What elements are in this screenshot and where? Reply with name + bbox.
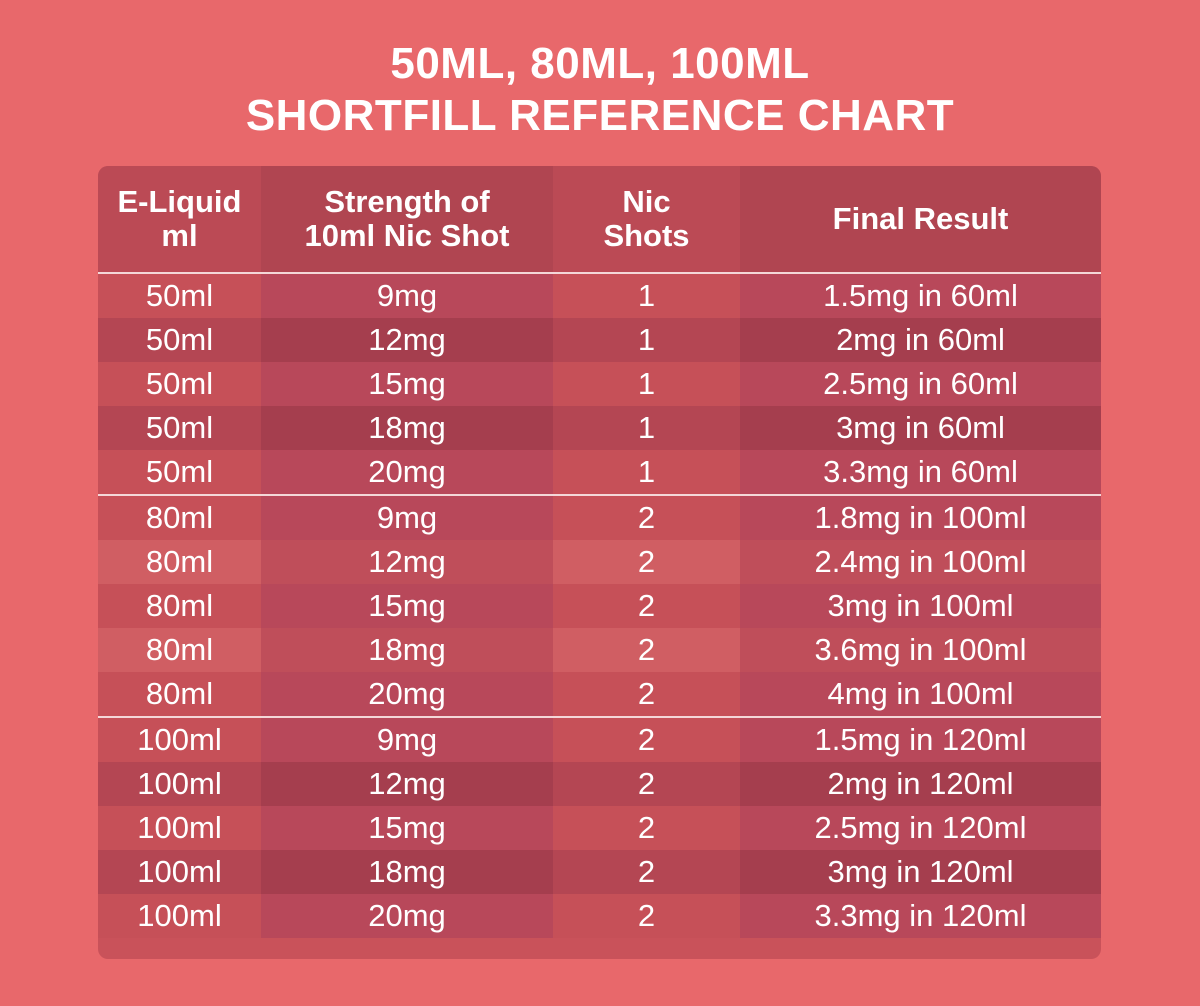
cell-nic-shot-strength: 20mg — [261, 894, 553, 938]
cell-eliquid-ml: 80ml — [98, 540, 261, 584]
header-eliquid-ml: E-Liquid ml — [98, 166, 261, 272]
cell-nic-shot-strength: 9mg — [261, 274, 553, 318]
table-row: 100ml 18mg 2 3mg in 120ml — [98, 850, 1101, 894]
title-line-2: SHORTFILL REFERENCE CHART — [245, 91, 955, 140]
cell-nic-shots: 1 — [553, 362, 740, 406]
cell-final-result: 1.5mg in 120ml — [740, 718, 1101, 762]
cell-eliquid-ml: 50ml — [98, 406, 261, 450]
cell-nic-shot-strength: 18mg — [261, 406, 553, 450]
table-row: 100ml 15mg 2 2.5mg in 120ml — [98, 806, 1101, 850]
cell-nic-shot-strength: 18mg — [261, 850, 553, 894]
cell-nic-shot-strength: 12mg — [261, 318, 553, 362]
header-final-result: Final Result — [740, 166, 1101, 272]
page-title: 50ML, 80ML, 100ML SHORTFILL REFERENCE CH… — [0, 38, 1200, 142]
title-line-1: 50ML, 80ML, 100ML — [390, 39, 810, 88]
cell-nic-shots: 2 — [553, 496, 740, 540]
cell-nic-shots: 2 — [553, 584, 740, 628]
cell-nic-shots: 2 — [553, 806, 740, 850]
cell-nic-shots: 2 — [553, 672, 740, 716]
cell-nic-shot-strength: 9mg — [261, 496, 553, 540]
cell-final-result: 3.3mg in 60ml — [740, 450, 1101, 494]
cell-eliquid-ml: 80ml — [98, 496, 261, 540]
cell-final-result: 4mg in 100ml — [740, 672, 1101, 716]
cell-eliquid-ml: 100ml — [98, 894, 261, 938]
cell-eliquid-ml: 50ml — [98, 274, 261, 318]
table-row: 100ml 12mg 2 2mg in 120ml — [98, 762, 1101, 806]
cell-final-result: 3mg in 100ml — [740, 584, 1101, 628]
cell-final-result: 2mg in 60ml — [740, 318, 1101, 362]
cell-nic-shot-strength: 20mg — [261, 672, 553, 716]
cell-eliquid-ml: 100ml — [98, 718, 261, 762]
table-row: 50ml 9mg 1 1.5mg in 60ml — [98, 274, 1101, 318]
cell-nic-shot-strength: 15mg — [261, 362, 553, 406]
table-row: 80ml 15mg 2 3mg in 100ml — [98, 584, 1101, 628]
cell-nic-shot-strength: 15mg — [261, 584, 553, 628]
table-row: 50ml 20mg 1 3.3mg in 60ml — [98, 450, 1101, 494]
cell-nic-shots: 2 — [553, 894, 740, 938]
cell-nic-shot-strength: 9mg — [261, 718, 553, 762]
cell-nic-shots: 1 — [553, 274, 740, 318]
table-row: 80ml 9mg 2 1.8mg in 100ml — [98, 496, 1101, 540]
cell-eliquid-ml: 80ml — [98, 628, 261, 672]
group-divider — [98, 494, 1101, 496]
table-row: 100ml 9mg 2 1.5mg in 120ml — [98, 718, 1101, 762]
cell-eliquid-ml: 50ml — [98, 450, 261, 494]
group-divider — [98, 716, 1101, 718]
table-row: 80ml 20mg 2 4mg in 100ml — [98, 672, 1101, 716]
cell-nic-shots: 2 — [553, 718, 740, 762]
cell-nic-shots: 1 — [553, 450, 740, 494]
cell-nic-shots: 1 — [553, 318, 740, 362]
table-row: 100ml 20mg 2 3.3mg in 120ml — [98, 894, 1101, 938]
table-row: 80ml 12mg 2 2.4mg in 100ml — [98, 540, 1101, 584]
cell-final-result: 2.5mg in 120ml — [740, 806, 1101, 850]
table-body: 50ml 9mg 1 1.5mg in 60ml 50ml 12mg 1 2mg in 60m… — [98, 274, 1101, 938]
cell-eliquid-ml: 80ml — [98, 672, 261, 716]
cell-nic-shot-strength: 18mg — [261, 628, 553, 672]
table-row: 50ml 12mg 1 2mg in 60ml — [98, 318, 1101, 362]
table-row: 50ml 15mg 1 2.5mg in 60ml — [98, 362, 1101, 406]
cell-final-result: 1.8mg in 100ml — [740, 496, 1101, 540]
cell-nic-shots: 2 — [553, 850, 740, 894]
cell-nic-shot-strength: 15mg — [261, 806, 553, 850]
cell-eliquid-ml: 100ml — [98, 806, 261, 850]
cell-nic-shot-strength: 20mg — [261, 450, 553, 494]
cell-eliquid-ml: 100ml — [98, 762, 261, 806]
table-row: 50ml 18mg 1 3mg in 60ml — [98, 406, 1101, 450]
table-row: 80ml 18mg 2 3.6mg in 100ml — [98, 628, 1101, 672]
cell-nic-shot-strength: 12mg — [261, 540, 553, 584]
cell-final-result: 1.5mg in 60ml — [740, 274, 1101, 318]
cell-final-result: 2.4mg in 100ml — [740, 540, 1101, 584]
cell-final-result: 3mg in 120ml — [740, 850, 1101, 894]
reference-table: E-Liquid ml Strength of 10ml Nic Shot Ni… — [98, 166, 1101, 959]
cell-eliquid-ml: 50ml — [98, 318, 261, 362]
cell-final-result: 2.5mg in 60ml — [740, 362, 1101, 406]
cell-eliquid-ml: 50ml — [98, 362, 261, 406]
table-header: E-Liquid ml Strength of 10ml Nic Shot Ni… — [98, 166, 1101, 274]
header-nic-shots: Nic Shots — [553, 166, 740, 272]
cell-final-result: 3mg in 60ml — [740, 406, 1101, 450]
header-nic-shot-strength: Strength of 10ml Nic Shot — [261, 166, 553, 272]
cell-nic-shots: 2 — [553, 540, 740, 584]
cell-eliquid-ml: 100ml — [98, 850, 261, 894]
cell-eliquid-ml: 80ml — [98, 584, 261, 628]
cell-nic-shots: 2 — [553, 628, 740, 672]
cell-final-result: 3.3mg in 120ml — [740, 894, 1101, 938]
cell-final-result: 3.6mg in 100ml — [740, 628, 1101, 672]
cell-final-result: 2mg in 120ml — [740, 762, 1101, 806]
cell-nic-shots: 1 — [553, 406, 740, 450]
cell-nic-shot-strength: 12mg — [261, 762, 553, 806]
cell-nic-shots: 2 — [553, 762, 740, 806]
